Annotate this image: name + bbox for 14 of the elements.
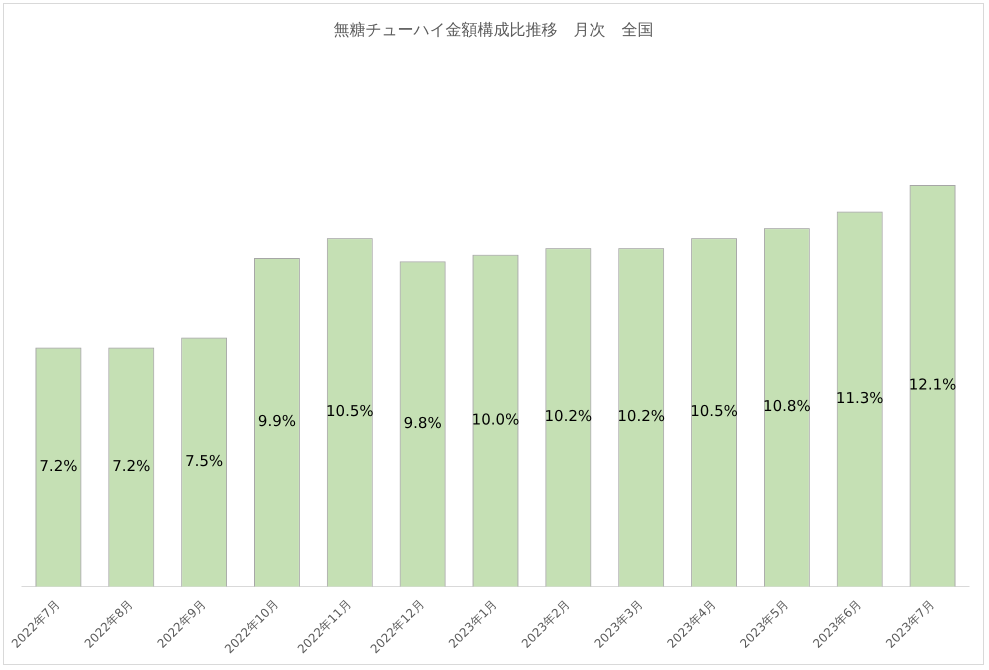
data-label: 10.2%	[544, 407, 592, 426]
data-label: 10.0%	[472, 410, 520, 428]
data-label: 11.3%	[836, 388, 884, 407]
data-label: 7.2%	[39, 456, 78, 475]
data-label: 10.8%	[763, 397, 811, 416]
data-label: 10.2%	[617, 407, 666, 426]
data-label: 10.5%	[326, 402, 374, 420]
data-label: 12.1%	[908, 376, 956, 394]
data-label: 9.8%	[404, 414, 442, 432]
data-label: 10.5%	[690, 402, 738, 420]
data-label: 7.5%	[185, 452, 224, 470]
chart-title: 無糖チューハイ金額構成比推移 月次 全国	[332, 20, 654, 41]
data-label: 9.9%	[258, 412, 296, 430]
data-label: 7.2%	[112, 456, 150, 475]
